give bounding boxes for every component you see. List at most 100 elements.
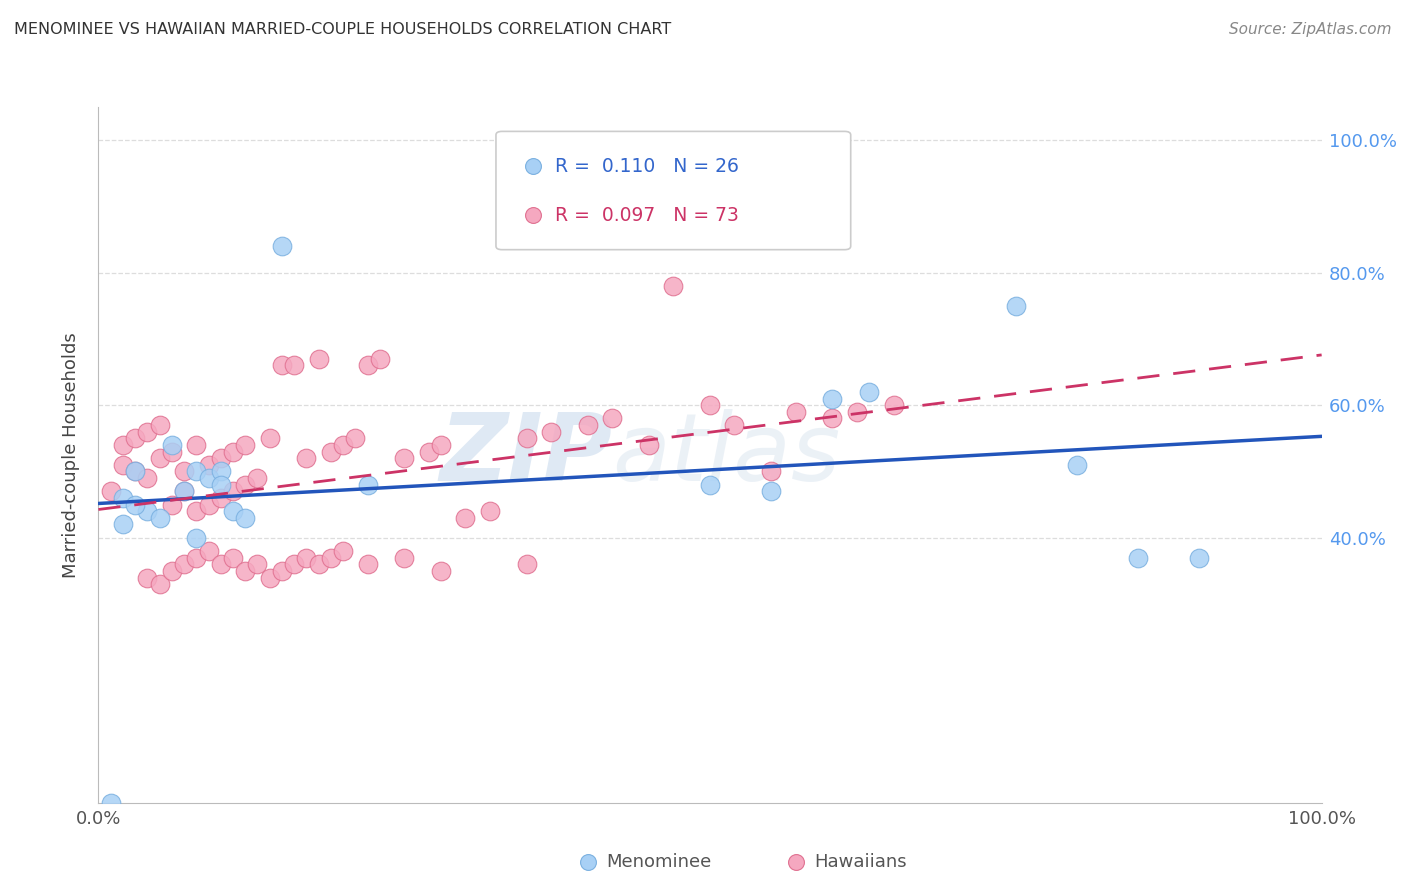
Point <box>124 465 146 479</box>
Point <box>197 498 219 512</box>
Point <box>209 558 232 572</box>
Point <box>295 451 318 466</box>
Text: atlas: atlas <box>612 409 841 500</box>
Point <box>124 498 146 512</box>
Point <box>136 504 159 518</box>
Point <box>356 359 378 373</box>
Point <box>186 531 208 545</box>
Point <box>522 189 544 203</box>
Point <box>259 570 281 584</box>
Point <box>1066 458 1088 472</box>
Point <box>149 577 172 591</box>
Point <box>430 438 453 452</box>
Point <box>1128 550 1150 565</box>
Point <box>259 431 281 445</box>
Point <box>149 511 172 525</box>
Point <box>186 465 208 479</box>
Point <box>173 484 195 499</box>
Point <box>149 451 172 466</box>
Point <box>576 418 599 433</box>
Point <box>515 558 537 572</box>
Point <box>233 511 256 525</box>
Point <box>270 564 294 578</box>
Text: Hawaiians: Hawaiians <box>814 853 907 871</box>
Point <box>332 544 354 558</box>
Point <box>540 425 562 439</box>
Point <box>246 471 269 485</box>
Point <box>209 451 232 466</box>
FancyBboxPatch shape <box>496 131 851 250</box>
Point <box>392 550 416 565</box>
Point <box>173 484 195 499</box>
Point <box>186 550 208 565</box>
Point <box>858 384 880 399</box>
Point <box>522 235 544 250</box>
Point <box>111 458 134 472</box>
Point <box>662 279 685 293</box>
Point <box>699 398 721 412</box>
Point <box>821 411 844 425</box>
Point <box>111 517 134 532</box>
Point <box>124 465 146 479</box>
Point <box>160 498 183 512</box>
Point <box>233 438 256 452</box>
Point <box>233 477 256 491</box>
Point <box>308 558 330 572</box>
Point <box>100 796 122 810</box>
Point <box>356 558 378 572</box>
Point <box>270 239 294 253</box>
Point <box>209 491 232 505</box>
Point <box>222 484 245 499</box>
Point <box>246 558 269 572</box>
Point <box>515 431 537 445</box>
Point <box>160 564 183 578</box>
Point <box>344 431 367 445</box>
Point <box>197 458 219 472</box>
Point <box>319 550 342 565</box>
Point <box>785 405 807 419</box>
Point <box>197 544 219 558</box>
Point <box>1188 550 1211 565</box>
Point <box>478 504 501 518</box>
Point <box>100 484 122 499</box>
Point <box>576 852 599 866</box>
Y-axis label: Married-couple Households: Married-couple Households <box>62 332 80 578</box>
Point <box>454 511 477 525</box>
Point <box>209 477 232 491</box>
Point <box>332 438 354 452</box>
Point <box>111 438 134 452</box>
Point <box>149 418 172 433</box>
Point <box>186 438 208 452</box>
Text: ZIP: ZIP <box>439 409 612 501</box>
Point <box>270 359 294 373</box>
Point <box>160 444 183 458</box>
Point <box>136 570 159 584</box>
Point <box>222 444 245 458</box>
Point <box>845 405 868 419</box>
Point <box>233 564 256 578</box>
Text: Source: ZipAtlas.com: Source: ZipAtlas.com <box>1229 22 1392 37</box>
Point <box>209 465 232 479</box>
Point <box>699 477 721 491</box>
Point <box>124 431 146 445</box>
Point <box>308 351 330 366</box>
Point <box>392 451 416 466</box>
Point <box>173 465 195 479</box>
Text: MENOMINEE VS HAWAIIAN MARRIED-COUPLE HOUSEHOLDS CORRELATION CHART: MENOMINEE VS HAWAIIAN MARRIED-COUPLE HOU… <box>14 22 671 37</box>
Point <box>160 438 183 452</box>
Point <box>761 484 783 499</box>
Point <box>222 504 245 518</box>
Point <box>173 558 195 572</box>
Text: Menominee: Menominee <box>606 853 711 871</box>
Point <box>136 425 159 439</box>
Point <box>197 471 219 485</box>
Point <box>283 359 305 373</box>
Point <box>723 418 745 433</box>
Point <box>821 392 844 406</box>
Point <box>356 477 378 491</box>
Point <box>283 558 305 572</box>
Point <box>222 550 245 565</box>
Point <box>418 444 440 458</box>
Point <box>761 465 783 479</box>
Point <box>295 550 318 565</box>
